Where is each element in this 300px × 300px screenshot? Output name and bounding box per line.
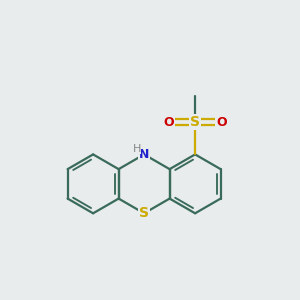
Text: O: O <box>163 116 174 128</box>
Text: S: S <box>139 206 149 220</box>
Text: H: H <box>133 143 141 154</box>
Text: S: S <box>190 115 200 129</box>
Text: O: O <box>216 116 227 128</box>
Text: N: N <box>139 148 149 161</box>
